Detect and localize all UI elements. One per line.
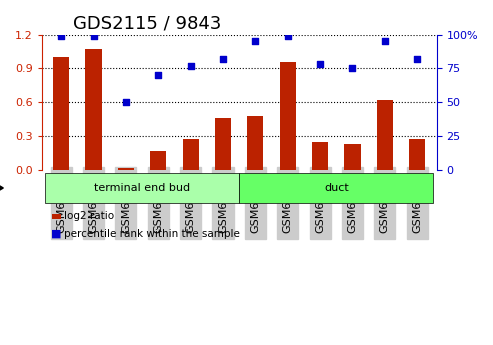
Text: log2 ratio: log2 ratio (64, 211, 114, 221)
Text: ■: ■ (51, 229, 61, 239)
Bar (247, 116, 263, 170)
Bar (182, 139, 199, 170)
Text: GDS2115 / 9843: GDS2115 / 9843 (73, 15, 222, 33)
Text: duct: duct (324, 183, 349, 193)
Bar (409, 139, 425, 170)
Point (316, 61, 324, 67)
Bar (345, 144, 360, 170)
Point (154, 72, 162, 78)
Bar (215, 118, 231, 170)
Point (251, 39, 259, 44)
Bar (280, 62, 296, 170)
Text: percentile rank within the sample: percentile rank within the sample (64, 229, 240, 239)
Bar (53, 57, 70, 170)
Point (219, 56, 227, 62)
Point (413, 56, 421, 62)
Bar (118, 168, 134, 170)
Bar (312, 142, 328, 170)
Point (349, 66, 356, 71)
Point (90, 33, 98, 39)
Bar (150, 151, 167, 170)
Point (57, 33, 65, 39)
Bar (377, 100, 393, 170)
Text: terminal end bud: terminal end bud (94, 183, 190, 193)
Point (122, 99, 130, 105)
Point (284, 33, 292, 39)
Bar (85, 49, 102, 170)
Point (187, 63, 195, 68)
Point (381, 39, 389, 44)
